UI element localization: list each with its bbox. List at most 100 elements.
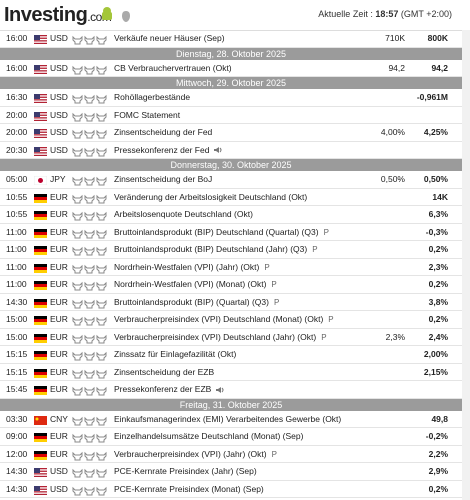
event-title: Arbeitslosenquote Deutschland (Okt) — [114, 209, 253, 219]
event-row[interactable]: 20:00 USD FOMC Statement — [0, 107, 462, 125]
previous: 2,00% — [423, 349, 448, 359]
scrollbar[interactable] — [462, 30, 470, 500]
event-row[interactable]: 11:00 EUR Bruttoinlandsprodukt (BIP) Deuts… — [0, 224, 462, 242]
header: Investing.com Aktuelle Zeit : 18:57 (GMT… — [0, 0, 470, 31]
event-row[interactable]: 15:15 EUR Zinssatz für Einlagefazilität (O… — [0, 346, 462, 364]
event-row[interactable]: 14:30 EUR Bruttoinlandsprodukt (BIP) (Quar… — [0, 294, 462, 312]
event-row[interactable]: 11:00 EUR Bruttoinlandsprodukt (BIP) Deuts… — [0, 241, 462, 259]
timezone[interactable]: (GMT +2:00) — [400, 9, 452, 19]
currency: EUR — [50, 209, 68, 219]
event-title: Pressekonferenz der Fed — [114, 144, 210, 155]
flag — [34, 485, 47, 495]
event-row[interactable]: 12:00 EUR Verbraucherpreisindex (VPI) (Jah… — [0, 446, 462, 464]
event-row[interactable]: 03:30 CNY Einkaufsmanagerindex (EMI) Verar… — [0, 411, 462, 429]
flag — [34, 94, 47, 103]
event-name[interactable]: Nordrhein-Westfalen (VPI) (Monat) (Okt) P — [114, 276, 277, 294]
event-row[interactable]: 20:00 USD Zinsentscheidung der Fed 4,00% 4,2… — [0, 124, 462, 142]
event-name[interactable]: PCE-Kernrate Preisindex (Jahr) (Sep) — [114, 463, 257, 481]
event-name[interactable]: Verbraucherpreisindex (VPI) (Jahr) (Okt)… — [114, 446, 277, 464]
currency: JPY — [50, 174, 66, 184]
event-row[interactable]: 11:00 EUR Nordrhein-Westfalen (VPI) (Jahr)… — [0, 259, 462, 277]
event-name[interactable]: Verbraucherpreisindex (VPI) Deutschland … — [114, 329, 327, 347]
day-header: Donnerstag, 30. Oktober 2025 — [0, 159, 462, 171]
event-title: Verbraucherpreisindex (VPI) (Jahr) (Okt) — [114, 448, 267, 459]
event-row[interactable]: 16:00 USD CB Verbrauchervertrauen (Okt) 94,… — [0, 60, 462, 78]
event-name[interactable]: Bruttoinlandsprodukt (BIP) Deutschland (… — [114, 224, 329, 242]
event-row[interactable]: 16:30 USD Rohöllagerbestände -0,961M — [0, 89, 462, 107]
event-time: 15:15 — [6, 366, 28, 377]
flag — [34, 228, 47, 238]
forecast: 710K — [385, 33, 405, 43]
event-name[interactable]: PCE-Kernrate Preisindex (Monat) (Sep) — [114, 481, 264, 499]
event-name[interactable]: Verbraucherpreisindex (VPI) Deutschland … — [114, 311, 334, 329]
time: 18:57 — [375, 9, 399, 19]
event-name[interactable]: Nordrhein-Westfalen (VPI) (Jahr) (Okt) P — [114, 259, 270, 277]
previous: 2,4% — [428, 331, 448, 342]
event-time: 20:30 — [6, 144, 28, 155]
event-name[interactable]: FOMC Statement — [114, 107, 180, 125]
event-title: Veränderung der Arbeitslosigkeit Deutsch… — [114, 191, 308, 202]
flag — [34, 468, 47, 477]
currency: EUR — [50, 349, 68, 359]
event-row[interactable]: 15:15 EUR Zinsentscheidung der EZB 2,15% — [0, 364, 462, 382]
event-row[interactable]: 10:55 EUR Arbeitslosenquote Deutschland (O… — [0, 206, 462, 224]
currency: EUR — [50, 448, 68, 459]
currency: EUR — [50, 314, 68, 324]
event-name[interactable]: Zinsentscheidung der EZB — [114, 364, 214, 382]
day-header: Freitag, 31. Oktober 2025 — [0, 398, 462, 411]
flag — [34, 433, 47, 442]
event-name[interactable]: Verkäufe neuer Häuser (Sep) — [114, 30, 225, 48]
importance — [72, 386, 107, 396]
event-row[interactable]: 05:00 JPY Zinsentscheidung der BoJ 0,50% 0,5… — [0, 171, 462, 189]
event-row[interactable]: 15:45 EUR Pressekonferenz der EZB — [0, 381, 462, 399]
event-row[interactable]: 14:30 USD PCE-Kernrate Preisindex (Monat) … — [0, 481, 462, 499]
event-name[interactable]: Bruttoinlandsprodukt (BIP) Deutschland (… — [114, 241, 318, 259]
speech-icon — [215, 384, 225, 394]
event-time: 15:00 — [6, 314, 28, 324]
event-row[interactable]: 16:00 USD Verkäufe neuer Häuser (Sep) 710K 8… — [0, 30, 462, 48]
importance — [72, 194, 107, 203]
event-row[interactable]: 15:00 EUR Verbraucherpreisindex (VPI) Deut… — [0, 329, 462, 347]
event-name[interactable]: Veränderung der Arbeitslosigkeit Deutsch… — [114, 189, 307, 207]
event-name[interactable]: Rohöllagerbestände — [114, 89, 190, 107]
preliminary-marker: P — [323, 227, 329, 237]
event-name[interactable]: CB Verbrauchervertrauen (Okt) — [114, 60, 232, 78]
event-time: 15:15 — [6, 349, 28, 359]
event-name[interactable]: Zinsentscheidung der BoJ — [114, 171, 212, 189]
currency: EUR — [50, 331, 68, 342]
preliminary-marker: P — [321, 332, 327, 342]
event-time: 14:30 — [6, 466, 28, 476]
importance — [72, 112, 107, 121]
flag — [34, 35, 47, 44]
event-title: Rohöllagerbestände — [114, 92, 191, 102]
event-row[interactable]: 14:30 USD PCE-Kernrate Preisindex (Jahr) (… — [0, 463, 462, 481]
currency: USD — [50, 127, 68, 137]
importance — [72, 246, 107, 256]
event-time: 14:30 — [6, 483, 28, 494]
event-name[interactable]: Bruttoinlandsprodukt (BIP) (Quartal) (Q3… — [114, 294, 279, 312]
importance — [72, 264, 107, 273]
event-row[interactable]: 09:00 EUR Einzelhandelsumsätze Deutschland… — [0, 428, 462, 446]
preliminary-marker: P — [271, 449, 277, 459]
event-title: Verbraucherpreisindex (VPI) Deutschland … — [114, 331, 317, 342]
event-name[interactable]: Zinssatz für Einlagefazilität (Okt) — [114, 346, 236, 364]
event-title: Nordrhein-Westfalen (VPI) (Jahr) (Okt) — [114, 261, 260, 272]
logo[interactable]: Investing.com — [4, 4, 112, 27]
event-name[interactable]: Einzelhandelsumsätze Deutschland (Monat)… — [114, 428, 303, 446]
event-name[interactable]: Pressekonferenz der EZB — [114, 381, 225, 399]
event-name[interactable]: Einkaufsmanagerindex (EMI) Verarbeitende… — [114, 411, 341, 429]
event-time: 05:00 — [6, 174, 28, 184]
previous: 2,2% — [428, 448, 448, 459]
event-name[interactable]: Zinsentscheidung der Fed — [114, 124, 212, 142]
event-row[interactable]: 15:00 EUR Verbraucherpreisindex (VPI) Deut… — [0, 311, 462, 329]
event-row[interactable]: 11:00 EUR Nordrhein-Westfalen (VPI) (Monat… — [0, 276, 462, 294]
previous: 94,2 — [431, 62, 448, 73]
event-name[interactable]: Pressekonferenz der Fed — [114, 142, 223, 160]
app-icons[interactable] — [100, 7, 134, 23]
event-row[interactable]: 10:55 EUR Veränderung der Arbeitslosigkeit… — [0, 189, 462, 207]
event-time: 10:55 — [6, 209, 28, 219]
event-name[interactable]: Arbeitslosenquote Deutschland (Okt) — [114, 206, 253, 224]
event-row[interactable]: 20:30 USD Pressekonferenz der Fed — [0, 142, 462, 160]
previous: 0,2% — [428, 314, 448, 324]
